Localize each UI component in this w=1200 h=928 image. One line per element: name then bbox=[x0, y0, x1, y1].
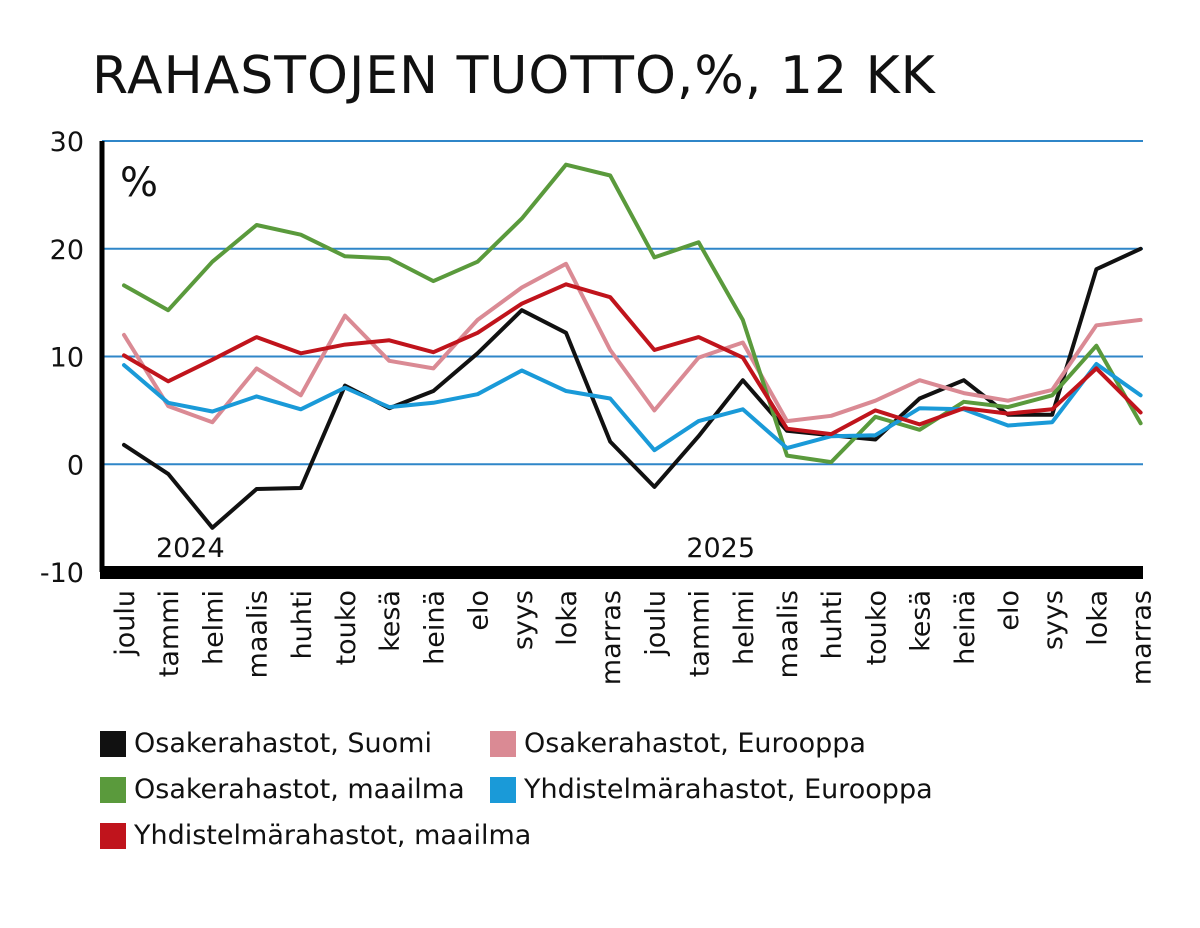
legend-swatch bbox=[100, 776, 126, 803]
legend-item: Osakerahastot, Eurooppa bbox=[490, 728, 866, 759]
x-tick-label: syys bbox=[1038, 590, 1069, 650]
x-tick-label: maalis bbox=[243, 590, 274, 678]
x-tick-label: elo bbox=[464, 590, 495, 631]
x-tick-label: heinä bbox=[419, 590, 450, 665]
legend-label: Osakerahastot, Eurooppa bbox=[524, 728, 866, 759]
y-tick-label: 20 bbox=[50, 235, 84, 266]
x-tick-label: elo bbox=[994, 590, 1025, 631]
legend-swatch bbox=[100, 730, 126, 757]
legend-item: Yhdistelmärahastot, maailma bbox=[100, 820, 531, 851]
x-tick-label: helmi bbox=[729, 590, 760, 665]
legend-item: Osakerahastot, Suomi bbox=[100, 728, 432, 759]
year-labels: 2024 2025 bbox=[156, 533, 755, 564]
x-tick-label: loka bbox=[1082, 590, 1113, 646]
legend-label: Yhdistelmärahastot, maailma bbox=[134, 820, 532, 851]
x-tick-label: loka bbox=[552, 590, 583, 646]
series-line-3 bbox=[122, 162, 1143, 465]
x-tick-label: touko bbox=[861, 590, 892, 665]
unit-label: % bbox=[120, 160, 158, 206]
y-tick-label: 10 bbox=[50, 343, 84, 374]
legend-swatch bbox=[490, 730, 516, 757]
legend-swatch bbox=[100, 822, 126, 849]
x-tick-label: huhti bbox=[817, 590, 848, 659]
x-tick-label: syys bbox=[508, 590, 539, 650]
legend-label: Osakerahastot, Suomi bbox=[134, 728, 432, 759]
x-tick-label: touko bbox=[331, 590, 362, 665]
x-tick-label: heinä bbox=[950, 590, 981, 665]
series-lines bbox=[122, 162, 1143, 530]
legend-swatch bbox=[490, 776, 516, 803]
x-tick-label: marras bbox=[596, 590, 627, 685]
legend-item: Yhdistelmärahastot, Eurooppa bbox=[490, 774, 933, 805]
x-axis-bar bbox=[100, 566, 1143, 579]
x-tick-label: joulu bbox=[110, 590, 141, 657]
x-tick-label: tammi bbox=[154, 590, 185, 677]
x-tick-label: joulu bbox=[640, 590, 671, 657]
year-label: 2024 bbox=[156, 533, 225, 564]
x-tick-label: marras bbox=[1127, 590, 1158, 685]
chart-title: RAHASTOJEN TUOTTO,%, 12 KK bbox=[92, 46, 936, 106]
y-tick-label: -10 bbox=[40, 558, 84, 589]
x-tick-label: helmi bbox=[198, 590, 229, 665]
y-tick-label: 30 bbox=[50, 127, 84, 158]
x-tick-label: kesä bbox=[375, 590, 406, 652]
gridlines bbox=[102, 140, 1143, 466]
axes bbox=[99, 141, 1143, 579]
x-tick-label: maalis bbox=[773, 590, 804, 678]
x-tick-label: tammi bbox=[685, 590, 716, 677]
x-tick-label: kesä bbox=[906, 590, 937, 652]
series-line-2 bbox=[122, 261, 1143, 425]
y-tick-label: 0 bbox=[67, 450, 84, 481]
series-line-4 bbox=[122, 362, 1143, 453]
legend-item: Osakerahastot, maailma bbox=[100, 774, 465, 805]
series-line-1 bbox=[122, 246, 1143, 530]
x-tick-label: huhti bbox=[287, 590, 318, 659]
legend-label: Yhdistelmärahastot, Eurooppa bbox=[524, 774, 933, 805]
legend-label: Osakerahastot, maailma bbox=[134, 774, 465, 805]
y-axis-ticks: 30 20 10 0 -10 bbox=[40, 127, 84, 589]
year-label: 2025 bbox=[686, 533, 755, 564]
series-line-5 bbox=[122, 282, 1143, 437]
x-axis-ticks: joulu tammi helmi maalis huhti touko kesä heinä… bbox=[110, 590, 1158, 685]
